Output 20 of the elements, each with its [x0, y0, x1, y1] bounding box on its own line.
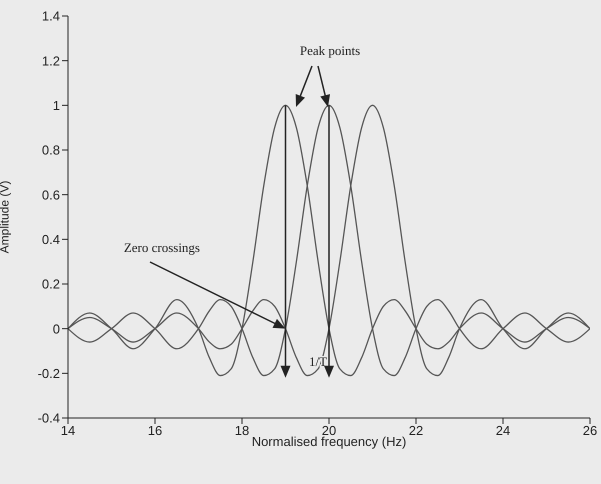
y-tick-label: 1.4	[42, 8, 60, 24]
x-tick-label: 26	[582, 423, 598, 438]
y-tick-label: 0.8	[42, 142, 60, 158]
annotation: Zero crossings	[124, 240, 200, 255]
y-tick-label: -0.4	[38, 410, 60, 426]
y-tick-label: -0.2	[38, 366, 60, 381]
x-tick-label: 22	[408, 423, 424, 438]
annotation: Peak points	[300, 43, 360, 58]
x-tick-label: 16	[148, 423, 162, 438]
y-tick-label: 0.6	[42, 187, 60, 202]
x-tick-label: 14	[60, 423, 76, 438]
x-tick-label: 24	[496, 423, 510, 438]
y-axis-title: Amplitude (V)	[0, 180, 12, 254]
y-tick-label: 0.4	[42, 232, 60, 247]
y-tick-label: 0	[52, 321, 60, 336]
x-axis-title: Normalised frequency (Hz)	[252, 434, 406, 449]
y-tick-label: 0.2	[42, 276, 60, 292]
y-tick-label: 1.2	[42, 53, 60, 68]
x-tick-label: 18	[234, 423, 250, 438]
y-tick-label: 1	[52, 98, 60, 113]
